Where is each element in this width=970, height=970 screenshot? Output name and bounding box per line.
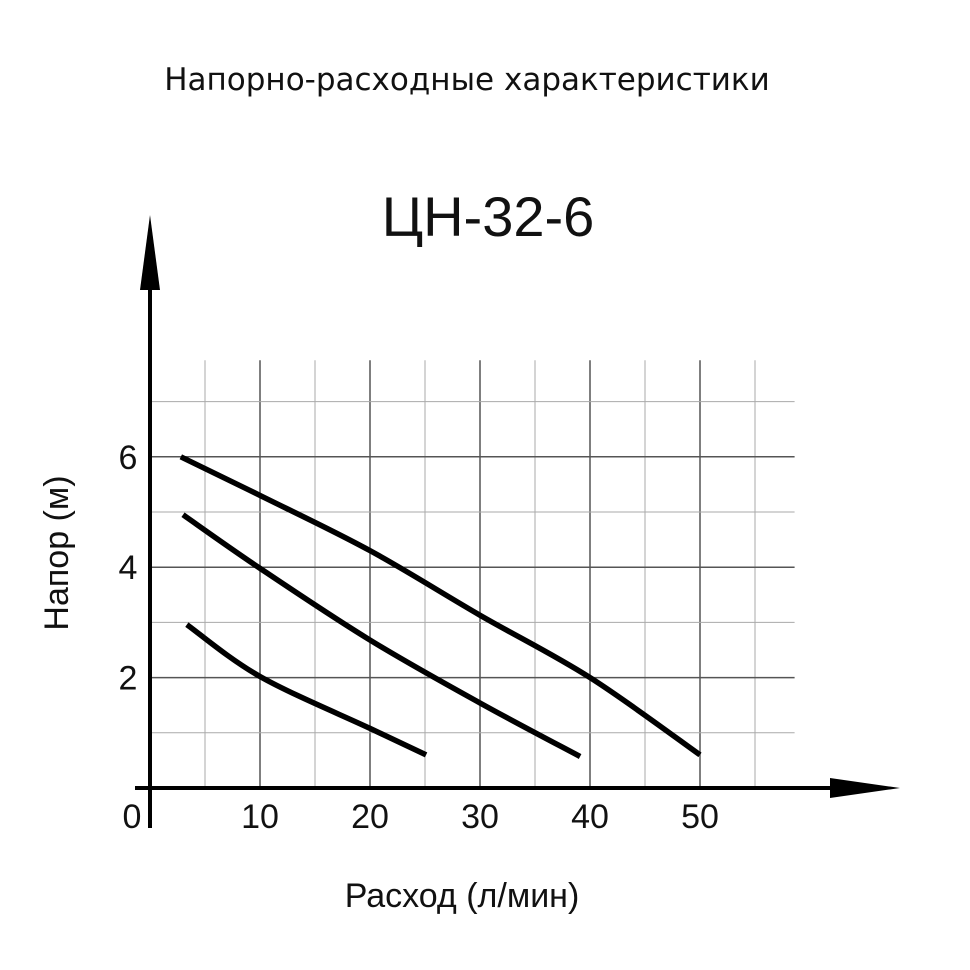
y-axis-label: Напор (м) — [38, 475, 76, 630]
grid — [150, 360, 795, 788]
y-tick-label: 2 — [119, 660, 138, 698]
x-axis-label: Расход (л/мин) — [345, 877, 580, 915]
x-tick-label: 0 — [123, 798, 142, 836]
y-tick-label: 6 — [119, 439, 138, 477]
y-axis-arrow-icon — [140, 215, 160, 290]
x-tick-label: 20 — [351, 798, 389, 836]
series-curve-1 — [179, 454, 702, 758]
curves — [179, 454, 702, 759]
series-curve-3 — [185, 622, 428, 758]
y-tick-label: 4 — [119, 549, 138, 587]
x-tick-label: 40 — [571, 798, 609, 836]
x-tick-label: 30 — [461, 798, 499, 836]
series-curve-2 — [181, 512, 582, 759]
chart-title: Напорно-расходные характеристики — [164, 62, 770, 98]
axes — [135, 215, 900, 828]
x-tick-label: 10 — [241, 798, 279, 836]
x-axis-arrow-icon — [830, 778, 900, 798]
labels: Напорно-расходные характеристики ЦН-32-6… — [38, 62, 770, 915]
chart-subtitle: ЦН-32-6 — [382, 185, 595, 248]
x-tick-label: 50 — [681, 798, 719, 836]
